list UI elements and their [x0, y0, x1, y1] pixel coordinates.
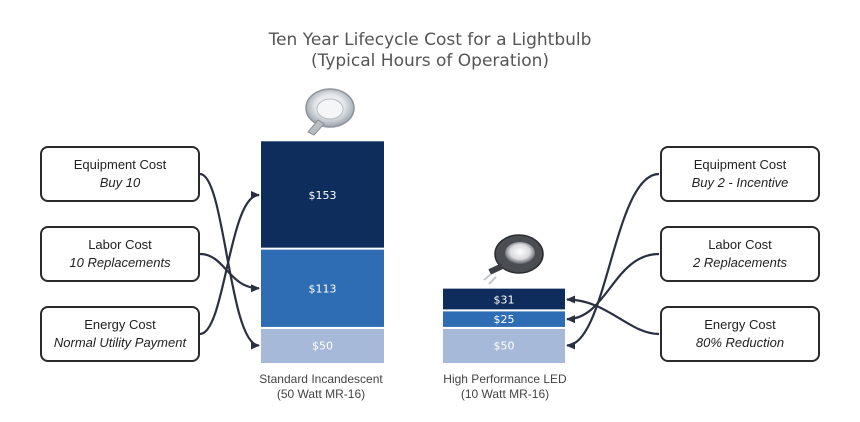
- callout-title: Energy Cost: [704, 317, 776, 332]
- chart-subtitle: (Typical Hours of Operation): [310, 51, 550, 71]
- callout-title: Energy Cost: [84, 317, 156, 332]
- bar-segment-equipment-cost-1: [443, 328, 565, 363]
- arrow-right-1: [566, 252, 660, 324]
- callout-title: Equipment Cost: [73, 157, 167, 172]
- callout-title: Labor Cost: [88, 237, 152, 252]
- category-name: Standard Incandescent: [259, 372, 383, 386]
- arrow-right-0: [566, 172, 660, 350]
- callout-title: Equipment Cost: [693, 157, 787, 172]
- callout-left-energy: Energy Cost Normal Utility Payment: [40, 306, 200, 362]
- bar-segment-labor-cost-0: [261, 249, 384, 327]
- data-label: $50: [312, 339, 333, 352]
- data-label: $50: [494, 339, 515, 352]
- category-detail: (10 Watt MR-16): [460, 387, 550, 401]
- callout-subtitle: 2 Replacements: [693, 255, 787, 270]
- callout-title: Labor Cost: [708, 237, 772, 252]
- arrow-left-2: [199, 191, 260, 336]
- callout-subtitle: 80% Reduction: [695, 335, 785, 350]
- callout-right-equipment: Equipment Cost Buy 2 - Incentive: [660, 146, 820, 202]
- chart-title: Ten Year Lifecycle Cost for a Lightbulb: [268, 30, 592, 50]
- category-label-led: High Performance LED (10 Watt MR-16): [405, 372, 605, 402]
- bar-segment-energy-cost-1: [443, 288, 565, 310]
- callout-subtitle: Buy 2 - Incentive: [691, 175, 789, 190]
- callout-subtitle: 10 Replacements: [69, 255, 171, 270]
- arrow-right-2: [566, 295, 660, 336]
- bar-segment-labor-cost-1: [443, 311, 565, 327]
- category-detail: (50 Watt MR-16): [276, 387, 366, 401]
- data-label: $113: [309, 282, 337, 295]
- bar-segment-equipment-cost-0: [261, 328, 384, 363]
- bar-segment-energy-cost-0: [261, 141, 384, 248]
- callout-right-energy: Energy Cost 80% Reduction: [660, 306, 820, 362]
- led-bulb-icon: [483, 234, 544, 285]
- callout-subtitle: Buy 10: [99, 175, 141, 190]
- callout-right-labor: Labor Cost 2 Replacements: [660, 226, 820, 282]
- callout-left-equipment: Equipment Cost Buy 10: [40, 146, 200, 202]
- callout-left-labor: Labor Cost 10 Replacements: [40, 226, 200, 282]
- halogen-bulb-icon: [305, 88, 355, 136]
- data-label: $31: [494, 294, 515, 307]
- data-label: $25: [494, 313, 515, 326]
- arrow-left-1: [199, 252, 260, 293]
- callout-subtitle: Normal Utility Payment: [53, 335, 187, 350]
- data-label: $153: [309, 189, 337, 202]
- category-name: High Performance LED: [443, 372, 567, 386]
- category-label-incandescent: Standard Incandescent (50 Watt MR-16): [221, 372, 421, 402]
